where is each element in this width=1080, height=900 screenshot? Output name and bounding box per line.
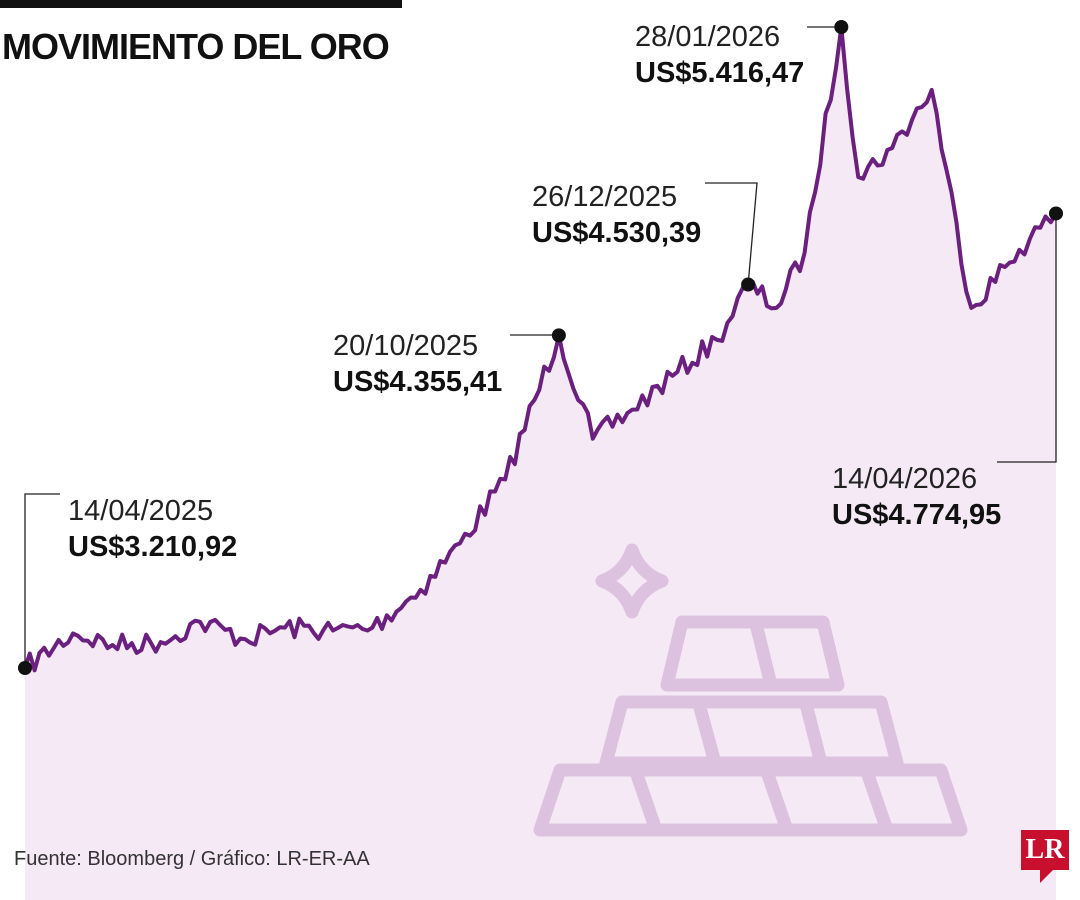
gold-bars-illustration [533, 543, 968, 837]
annotation-connector [705, 182, 758, 285]
annotation-value: US$4.530,39 [532, 217, 701, 249]
annotation-connector [997, 213, 1057, 463]
chart-title: MOVIMIENTO DEL ORO [2, 26, 390, 67]
annotation-value: US$5.416,47 [635, 57, 804, 89]
annotation-connector [24, 493, 60, 668]
annotation-value: US$3.210,92 [68, 531, 237, 563]
lr-logo-tail [1040, 869, 1054, 883]
annotation-date: 20/10/2025 [333, 330, 478, 362]
annotation-date: 26/12/2025 [532, 181, 677, 213]
annotation-value: US$4.774,95 [832, 499, 1001, 531]
annotation-value: US$4.355,41 [333, 366, 502, 398]
annotation-date: 14/04/2025 [68, 495, 213, 527]
annotation-marker [834, 20, 849, 34]
sparkle-icon [595, 543, 669, 619]
annotation-marker [1049, 206, 1063, 221]
annotations: 14/04/2025 US$3.210,92 20/10/2025 US$4.355,… [18, 20, 1063, 675]
source-credit: Fuente: Bloomberg / Gráfico: LR-ER-AA [14, 848, 370, 870]
annotation-marker [551, 328, 566, 343]
title-bar-accent [0, 0, 402, 8]
annotation-marker [741, 277, 756, 292]
annotation-date: 14/04/2026 [832, 463, 977, 495]
annotation-date: 28/01/2026 [635, 21, 780, 53]
price-line [23, 25, 1058, 673]
annotation-marker [18, 661, 32, 675]
lr-logo: LR [1021, 830, 1069, 870]
